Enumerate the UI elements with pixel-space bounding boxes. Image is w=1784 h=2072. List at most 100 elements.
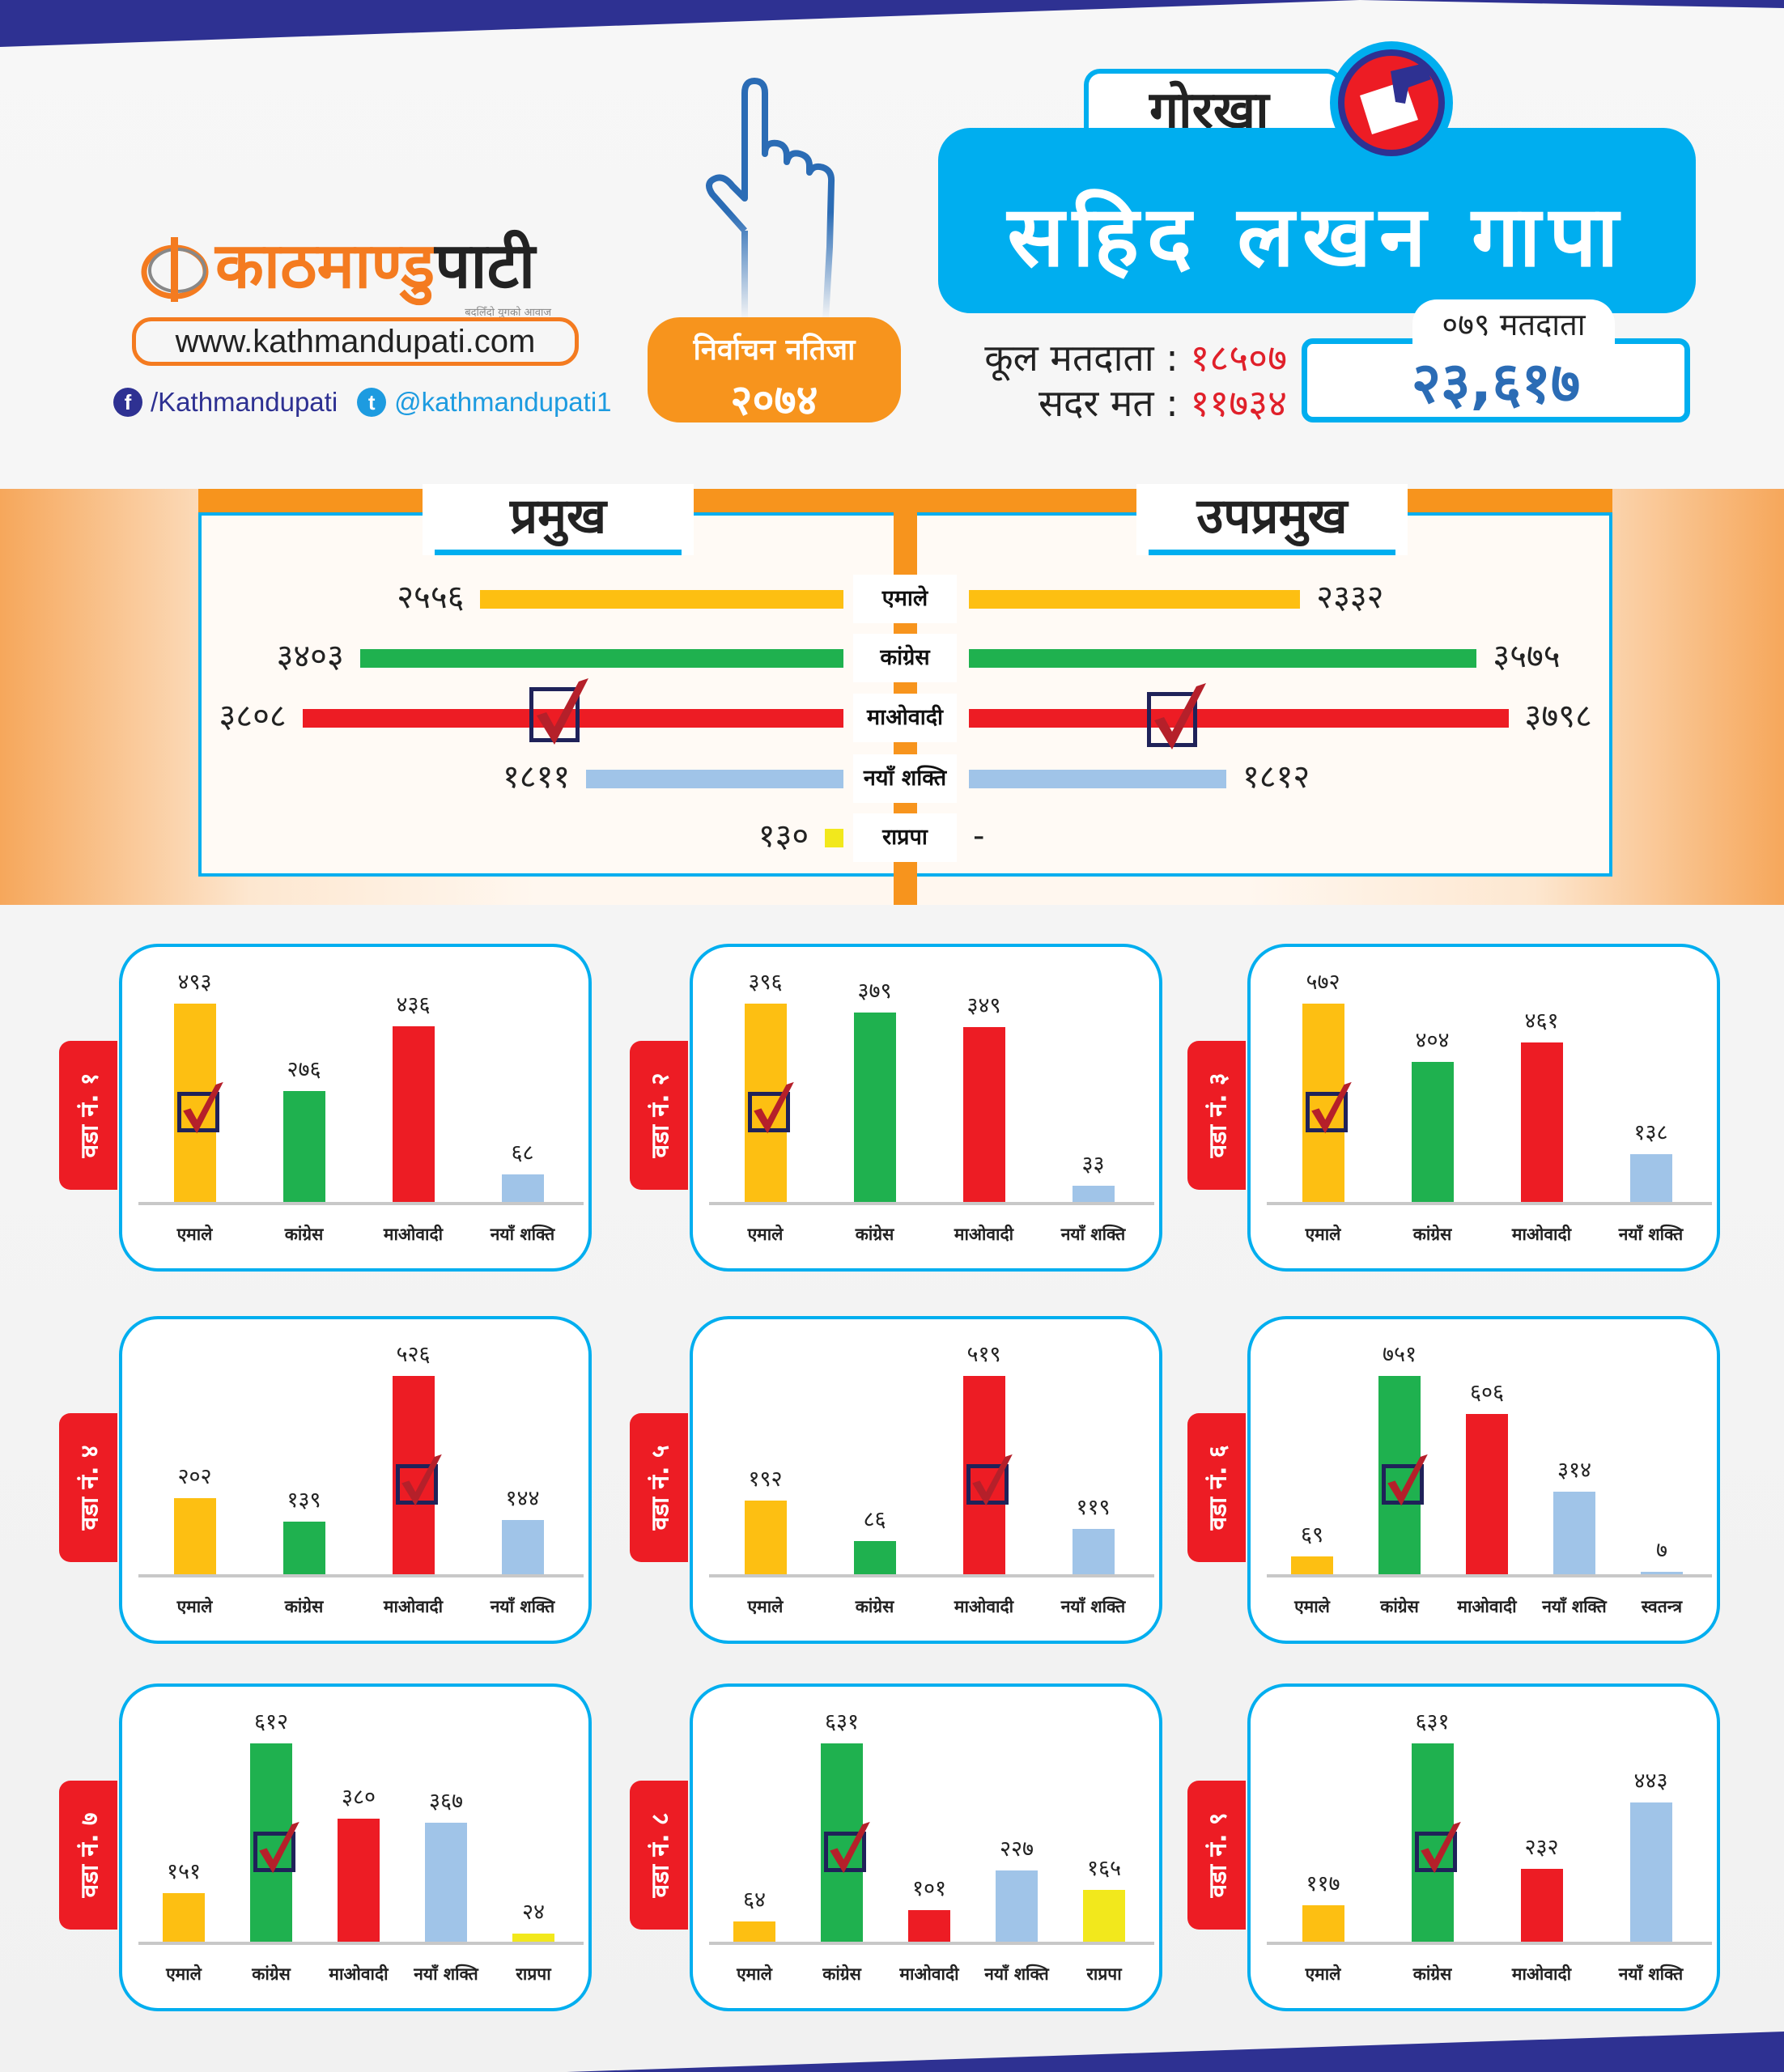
ward-label: वडा नं. ६ — [1204, 1445, 1233, 1531]
ward-card: १९२ एमाले ८६ कांग्रेस ५१९ माओवादी ११९ नयाँ शक्त… — [690, 1316, 1162, 1644]
ward-bar — [163, 1892, 205, 1942]
ward-party-label: माओवादी — [1511, 1225, 1572, 1244]
ward-bar-value: १३९ — [287, 1488, 321, 1514]
ward-bar-value: २४ — [521, 1900, 546, 1926]
ward-bar — [282, 1090, 325, 1202]
deputy-bar — [969, 709, 1509, 728]
ward-party-label: कांग्रेस — [1412, 1225, 1452, 1244]
election-result-badge: निर्वाचन नतिजा २०७४ — [648, 317, 901, 425]
party-label: राप्रपा — [853, 813, 957, 862]
ward-bar-value: ७ — [1655, 1538, 1668, 1563]
ward-party-label: माओवादी — [954, 1597, 1014, 1616]
ward-baseline — [709, 1202, 1154, 1205]
ward-label: वडा नं. ९ — [1204, 1812, 1233, 1898]
ward-winner-check — [747, 1081, 794, 1134]
ward-party-label: नयाँ शक्ति — [984, 1964, 1049, 1984]
ward-bar-value: २२७ — [999, 1836, 1034, 1862]
ward-tab: वडा नं. ५ — [630, 1413, 688, 1562]
ward-card: २०२ एमाले १३९ कांग्रेस ५२६ माओवादी १४४ नयाँ शक्… — [119, 1316, 592, 1644]
ward-bar — [1629, 1153, 1672, 1202]
ward-baseline — [1267, 1202, 1712, 1205]
voter-stats: कूल मतदाता : १८५०७ सदर मत : ११७३४ — [931, 335, 1287, 426]
municipality-banner: सहिद लखन गापा — [938, 128, 1696, 313]
ward-winner-check — [176, 1081, 223, 1134]
valid-votes-value: ११७३४ — [1190, 381, 1287, 425]
ward-bar-value: ४६१ — [1524, 1008, 1559, 1034]
ward-bar-value: १४४ — [505, 1485, 540, 1511]
ward-party-label: नयाँ शक्ति — [414, 1964, 478, 1984]
ward-party-label: एमाले — [747, 1225, 784, 1244]
ward-party-label: नयाँ शक्ति — [1060, 1225, 1126, 1244]
ward-winner-check — [966, 1454, 1013, 1506]
ward-party-label: माओवादी — [383, 1597, 444, 1616]
ward-baseline — [709, 1942, 1154, 1945]
ward-bar — [853, 1012, 896, 1202]
ward-card: ४९३ एमाले २७६ कांग्रेस ४३६ माओवादी ६८ नयाँ शक्त… — [119, 944, 592, 1272]
tower-globe-icon — [141, 237, 209, 302]
ward-party-label: नयाँ शक्ति — [490, 1597, 555, 1616]
facebook-icon: f — [113, 388, 142, 417]
voters-079-label: ०७९ मतदाता — [1412, 299, 1615, 348]
mayor-bar — [825, 829, 843, 847]
ward-party-label: एमाले — [1305, 1225, 1341, 1244]
ward-card: ११७ एमाले ६३१ कांग्रेस २३२ माओवादी ४४३ नयाँ शक्… — [1247, 1684, 1720, 2011]
facebook-link[interactable]: /Kathmandupati — [151, 387, 338, 417]
ward-bar-value: ६८ — [511, 1140, 534, 1166]
ward-winner-check — [1382, 1454, 1428, 1506]
ward-party-label: एमाले — [176, 1225, 213, 1244]
ward-party-label: नयाँ शक्ति — [1542, 1597, 1607, 1616]
party-label: कांग्रेस — [853, 634, 957, 682]
ward-party-label: माओवादी — [954, 1225, 1014, 1244]
ward-bar-value: ६३१ — [1415, 1709, 1450, 1734]
ward-bar — [1072, 1185, 1115, 1202]
twitter-link[interactable]: @kathmandupati1 — [394, 387, 612, 417]
deputy-value: - — [973, 817, 985, 855]
ward-baseline — [709, 1574, 1154, 1577]
ward-party-label: एमाले — [747, 1597, 784, 1616]
ward-party-label: कांग्रेस — [284, 1225, 324, 1244]
deputy-value: ३५७५ — [1493, 638, 1561, 675]
ward-party-label: राप्रपा — [516, 1964, 551, 1984]
logo-tagline: बदलिँदो युगको आवाज — [465, 307, 551, 319]
ward-bar — [1083, 1889, 1125, 1942]
badge-line1: निर्वाचन नतिजा — [693, 333, 856, 367]
ward-winner-check — [395, 1454, 442, 1506]
voters-079-value: २३,६१७ — [1411, 350, 1581, 416]
ward-bar — [908, 1909, 950, 1942]
ward-bar-value: ११९ — [1076, 1494, 1111, 1520]
mayor-bar — [302, 709, 843, 728]
ward-card: ६९ एमाले ७५१ कांग्रेस ६०६ माओवादी ३१४ नयाँ शक्त… — [1247, 1316, 1720, 1644]
ward-bar-value: ६९ — [1300, 1522, 1324, 1548]
ward-bar — [853, 1541, 896, 1574]
ward-bar-value: ६३१ — [824, 1709, 860, 1734]
ward-bar-value: ३६७ — [428, 1789, 464, 1815]
ward-bar-value: ३४९ — [966, 993, 1001, 1019]
ward-party-label: कांग्रेस — [855, 1597, 894, 1616]
ward-baseline — [1267, 1942, 1712, 1945]
ward-tab: वडा नं. ९ — [1187, 1781, 1246, 1930]
ward-party-label: माओवादी — [1457, 1597, 1517, 1616]
total-voters-label: कूल मतदाता : — [984, 336, 1179, 380]
website-link[interactable]: www.kathmandupati.com — [132, 317, 579, 366]
ward-tab: वडा नं. ४ — [59, 1413, 117, 1562]
ward-bar — [1520, 1868, 1563, 1942]
badge-year: २०७४ — [730, 376, 818, 425]
ward-party-label: माओवादी — [899, 1964, 959, 1984]
ward-party-label: कांग्रेस — [252, 1964, 291, 1984]
ward-bar — [501, 1519, 544, 1574]
ward-label: वडा नं. ५ — [646, 1445, 675, 1531]
ward-bar-value: ५७२ — [1306, 970, 1340, 995]
ward-winner-check — [1414, 1821, 1461, 1874]
ward-bar — [1302, 1904, 1344, 1942]
voters-079-box: २३,६१७ — [1302, 338, 1690, 422]
mayor-value: १८११ — [502, 758, 571, 796]
ward-party-label: कांग्रेस — [1412, 1964, 1452, 1984]
ward-bar — [425, 1823, 467, 1942]
mayor-value: ३४०३ — [276, 638, 344, 675]
ward-party-label: एमाले — [166, 1964, 202, 1984]
ward-party-label: एमाले — [1305, 1964, 1341, 1984]
ward-bar-value: ४९३ — [177, 970, 212, 995]
mayor-bar — [586, 770, 843, 788]
ballot-box-icon — [1330, 41, 1453, 164]
ward-bar — [501, 1174, 544, 1202]
